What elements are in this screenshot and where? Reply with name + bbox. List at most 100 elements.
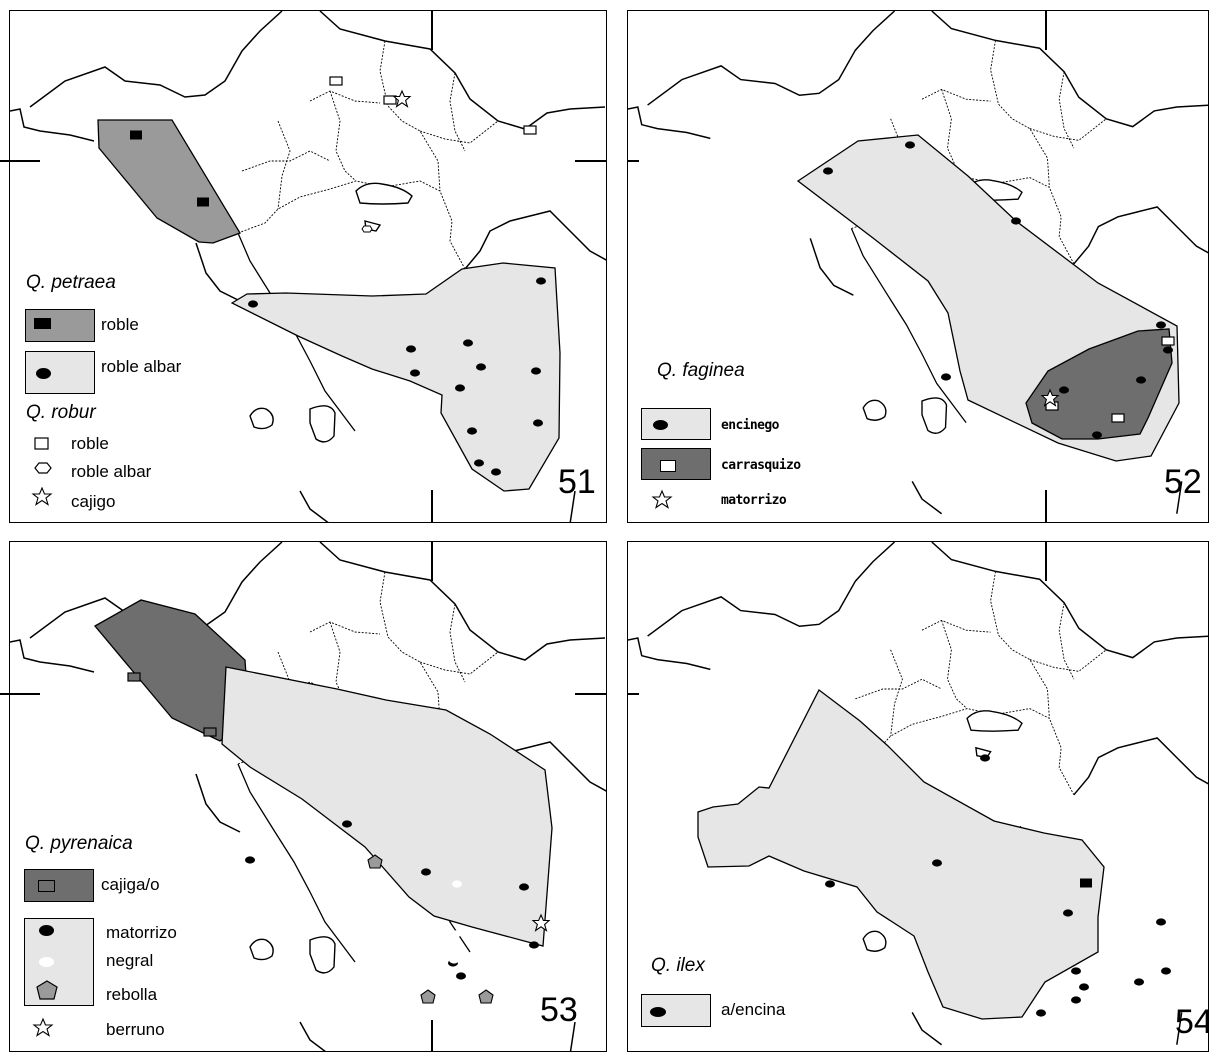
legend-label: cajiga/o bbox=[101, 875, 160, 894]
legend-label: rebolla bbox=[106, 985, 158, 1004]
locality-dot bbox=[452, 880, 462, 888]
boundary-line bbox=[237, 763, 356, 963]
frame-tick bbox=[627, 693, 639, 695]
legend-title-faginea: Q. faginea bbox=[657, 360, 745, 381]
locality-dot bbox=[1136, 376, 1146, 384]
province-border bbox=[309, 90, 381, 104]
province-border bbox=[890, 649, 903, 737]
locality-dot bbox=[905, 141, 915, 149]
locality-dot bbox=[980, 754, 990, 762]
locality-dot bbox=[476, 363, 486, 371]
locality-star bbox=[531, 913, 551, 932]
locality-square bbox=[1111, 413, 1125, 423]
province-border bbox=[990, 40, 1050, 188]
locality-square bbox=[329, 76, 343, 86]
province-border bbox=[277, 120, 291, 210]
locality-dot bbox=[248, 300, 258, 308]
locality-square bbox=[383, 95, 397, 105]
island-outline bbox=[862, 930, 887, 952]
map-number: 53 bbox=[540, 991, 578, 1029]
island-outline bbox=[862, 399, 887, 421]
locality-dot bbox=[1156, 918, 1166, 926]
swatch-encinego bbox=[641, 408, 711, 440]
range-petraea-roble bbox=[97, 119, 241, 244]
boundary-line bbox=[237, 232, 356, 432]
locality-dot bbox=[449, 956, 459, 964]
province-border bbox=[237, 180, 466, 270]
locality-dot bbox=[1011, 217, 1021, 225]
legend-title-ilex: Q. ilex bbox=[651, 955, 705, 976]
island-outline bbox=[249, 407, 274, 430]
legend-label: carrasquizo bbox=[721, 458, 801, 473]
swatch-matorrizo-negral-rebolla bbox=[24, 918, 94, 1006]
province-border bbox=[921, 88, 991, 102]
locality-dot bbox=[932, 859, 942, 867]
locality-block bbox=[197, 197, 209, 207]
map-panel-53: Q. pyrenaica cajiga/o matorrizo negral r… bbox=[9, 541, 607, 1052]
locality-dot bbox=[1163, 346, 1173, 354]
map-panel-54: Q. ilex a/encina 54 bbox=[627, 541, 1209, 1052]
island-outline bbox=[309, 936, 336, 974]
island-outline bbox=[249, 938, 274, 961]
coastline bbox=[10, 11, 606, 522]
legend-label: roble albar bbox=[101, 357, 182, 376]
open-star-icon bbox=[651, 489, 673, 509]
island-outline bbox=[921, 397, 948, 434]
locality-square bbox=[203, 727, 217, 737]
legend-label: a/encina bbox=[721, 1000, 786, 1019]
province-border bbox=[990, 571, 1050, 719]
locality-dot bbox=[455, 384, 465, 392]
locality-dot bbox=[1156, 321, 1166, 329]
legend-label: matorrizo bbox=[106, 923, 177, 942]
locality-dot bbox=[456, 972, 466, 980]
map-panel-52: Q. faginea encinego carrasquizo matorriz… bbox=[627, 10, 1209, 523]
locality-dot bbox=[529, 941, 539, 949]
frame-tick bbox=[431, 1020, 433, 1052]
locality-dot bbox=[823, 167, 833, 175]
locality-dot bbox=[410, 369, 420, 377]
locality-dot bbox=[1059, 386, 1069, 394]
legend-title-pyrenaica: Q. pyrenaica bbox=[25, 833, 133, 854]
legend-title-robur: Q. robur bbox=[26, 402, 96, 423]
swatch-encina bbox=[641, 994, 711, 1027]
frame-tick bbox=[431, 541, 433, 581]
locality-dot bbox=[1036, 1009, 1046, 1017]
range-pyrenaica-matorrizo bbox=[221, 666, 553, 947]
province-border bbox=[379, 40, 441, 192]
range-faginea-carrasquizo bbox=[1025, 328, 1173, 440]
locality-star bbox=[392, 89, 412, 108]
legend-label: berruno bbox=[106, 1020, 165, 1039]
swatch-carrasquizo bbox=[641, 448, 711, 480]
open-star-icon bbox=[31, 486, 53, 506]
locality-dot bbox=[1092, 431, 1102, 439]
frame-tick bbox=[0, 160, 40, 162]
map-52-canvas bbox=[628, 11, 1208, 515]
points-51 bbox=[130, 76, 546, 476]
legend-symbols-robur bbox=[31, 437, 53, 506]
locality-dot bbox=[825, 880, 835, 888]
locality-dot bbox=[406, 345, 416, 353]
province-border bbox=[1058, 71, 1075, 149]
legend-label: roble bbox=[71, 434, 109, 453]
frame-tick bbox=[1045, 541, 1047, 581]
locality-dot bbox=[474, 459, 484, 467]
locality-hexagon bbox=[361, 225, 373, 233]
points-54 bbox=[825, 754, 1171, 1017]
legend-title-petraea: Q. petraea bbox=[26, 272, 116, 293]
boundary-line bbox=[850, 228, 967, 423]
frame-tick bbox=[0, 693, 40, 695]
locality-pentagon bbox=[420, 989, 436, 1004]
map-54-canvas bbox=[628, 542, 1208, 1046]
legend-label: negral bbox=[106, 951, 154, 970]
locality-star bbox=[1040, 388, 1060, 407]
province-border bbox=[449, 603, 466, 683]
locality-dot bbox=[1079, 983, 1089, 991]
locality-dot bbox=[242, 813, 252, 821]
locality-dot bbox=[1071, 996, 1081, 1004]
locality-pentagon bbox=[478, 989, 494, 1004]
locality-dot bbox=[1071, 967, 1081, 975]
frame-tick bbox=[431, 490, 433, 523]
open-hexagon-icon bbox=[34, 462, 52, 474]
points-53 bbox=[127, 672, 551, 1004]
frame-tick bbox=[431, 10, 433, 50]
